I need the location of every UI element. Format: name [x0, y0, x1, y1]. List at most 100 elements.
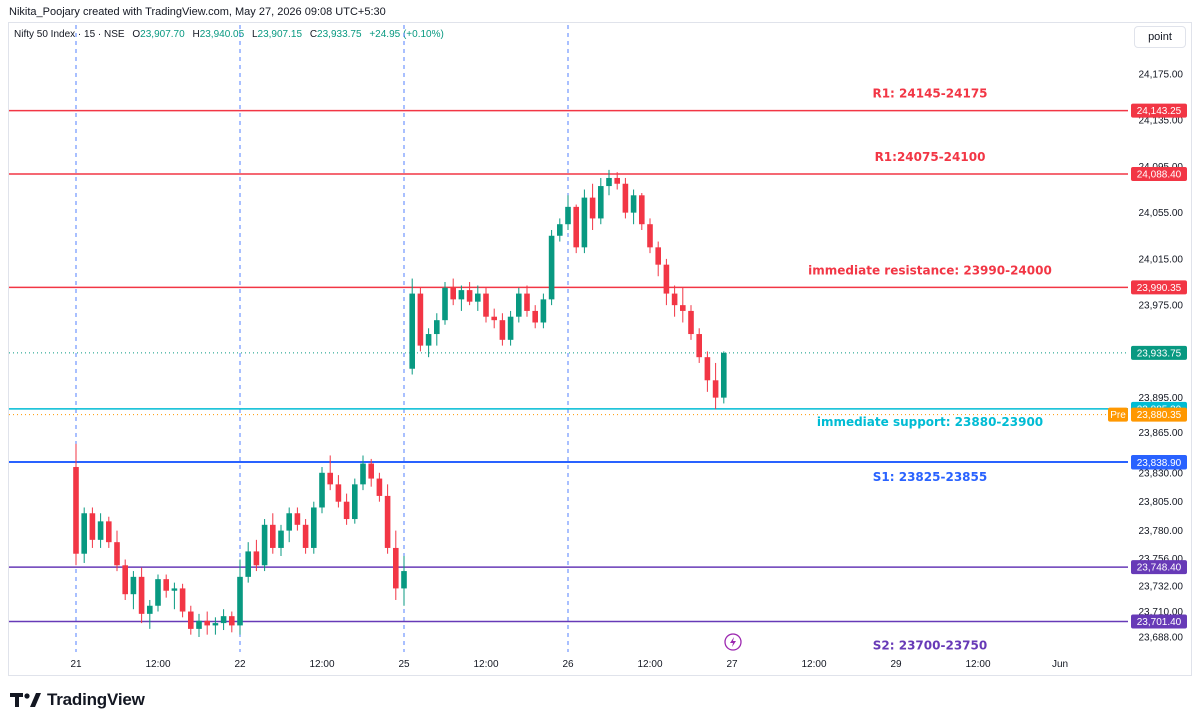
- pre-market-price-tag-bg: [1131, 407, 1187, 422]
- level-price-tag: 24,143.25: [1137, 106, 1182, 117]
- candle: [270, 513, 276, 554]
- level-price-tag-bg: [1131, 455, 1187, 470]
- y-tick-label: 24,055.00: [1139, 208, 1184, 219]
- candle-body: [680, 305, 686, 311]
- legend-change: +24.95 (+0.10%): [369, 29, 444, 40]
- level-price-tag: 24,088.40: [1137, 170, 1182, 181]
- candle: [89, 507, 96, 548]
- candle-body: [220, 616, 227, 624]
- candle: [442, 282, 448, 325]
- candle-body: [516, 293, 522, 317]
- price-scale-mode-button[interactable]: point: [1134, 26, 1186, 48]
- candle: [278, 524, 284, 557]
- y-tick-label: 23,805.00: [1139, 497, 1184, 508]
- time-axis[interactable]: 21 12:00 22 12:00 25 12:00 26 12:00 27 12:00 29 12:…: [70, 659, 1068, 670]
- candle-body: [417, 293, 424, 346]
- candle-body: [639, 195, 645, 225]
- candle: [261, 519, 268, 572]
- candle-body: [565, 206, 571, 225]
- candle: [655, 241, 661, 277]
- event-marker[interactable]: [724, 633, 742, 651]
- candle: [138, 567, 145, 624]
- lightning-icon: [730, 637, 736, 647]
- candle: [245, 542, 251, 583]
- candle: [106, 516, 112, 548]
- candle: [73, 443, 79, 566]
- candle: [573, 204, 579, 254]
- level-price-tag: 23,990.35: [1137, 283, 1182, 294]
- candle: [237, 559, 243, 635]
- candle: [475, 285, 481, 311]
- candle-body: [302, 524, 309, 548]
- candle-body: [138, 576, 145, 614]
- y-tick-label: 23,830.00: [1139, 468, 1184, 479]
- candle: [516, 287, 522, 323]
- candle-body: [352, 484, 358, 520]
- legend-close-label: C: [309, 29, 318, 40]
- horizontal-levels: R1: 24145-24175 R1:24075-24100 immediate r…: [9, 87, 1128, 652]
- candle: [581, 189, 588, 254]
- level-price-tag-bg: [1131, 167, 1187, 182]
- tradingview-logo-icon: [10, 693, 41, 707]
- y-tick-label: 23,732.00: [1139, 582, 1184, 593]
- candle: [171, 582, 178, 610]
- candle: [557, 218, 563, 242]
- candle-body: [475, 293, 481, 302]
- candle-body: [196, 620, 202, 629]
- candle-body: [335, 484, 342, 502]
- legend-low-label: L: [251, 29, 258, 40]
- candle: [614, 172, 620, 190]
- candle: [450, 278, 456, 306]
- candle-body: [524, 293, 530, 311]
- candle: [434, 313, 440, 346]
- x-tick-label: 21: [70, 659, 82, 670]
- level-annotation: R1:24075-24100: [875, 150, 986, 164]
- candle-body: [532, 310, 538, 323]
- candle: [360, 455, 366, 491]
- candle: [565, 195, 571, 230]
- candle: [466, 282, 473, 306]
- candle-body: [97, 521, 104, 540]
- candle-body: [319, 472, 325, 508]
- level-annotation: S2: 23700-23750: [873, 638, 987, 652]
- candle: [606, 169, 612, 196]
- candle-body: [573, 206, 579, 248]
- candle: [671, 285, 678, 317]
- candle: [294, 507, 301, 531]
- candle-body: [491, 316, 497, 321]
- candle-body: [376, 478, 383, 496]
- candle: [622, 177, 629, 219]
- candle-body: [589, 197, 596, 219]
- candle-body: [130, 576, 137, 595]
- candle-body: [540, 299, 547, 323]
- candle: [122, 559, 128, 600]
- price-chart[interactable]: R1: 24145-24175 R1:24075-24100 immediate r…: [0, 0, 1200, 690]
- candle: [327, 455, 333, 491]
- candles: [73, 169, 727, 637]
- price-tags: 24,143.2524,088.4023,990.3523,885.3023,8…: [1108, 103, 1187, 629]
- candle-body: [557, 224, 563, 236]
- candle-body: [204, 620, 210, 626]
- legend-symbol: Nifty 50 Index · 15 · NSE: [14, 29, 125, 40]
- legend-low-value: 23,907.15: [257, 29, 303, 40]
- candle: [81, 507, 87, 563]
- candle-body: [483, 293, 489, 317]
- y-tick-label: 24,015.00: [1139, 254, 1184, 265]
- candle-body: [688, 310, 694, 335]
- candle: [540, 293, 547, 329]
- candle: [704, 351, 711, 392]
- candle-body: [360, 463, 366, 485]
- x-tick-label: 26: [562, 659, 574, 670]
- candle: [376, 472, 383, 502]
- candle: [507, 310, 514, 346]
- candle-body: [507, 316, 514, 340]
- candle: [680, 287, 686, 323]
- legend-close-value: 23,933.75: [317, 29, 362, 40]
- candle-body: [286, 513, 292, 531]
- x-tick-label: 12:00: [801, 659, 826, 670]
- legend-open-value: 23,907.70: [140, 29, 185, 40]
- x-tick-label: 25: [398, 659, 410, 670]
- candle-body: [81, 513, 87, 554]
- candle-body: [450, 287, 456, 300]
- level-annotation: immediate support: 23880-23900: [817, 415, 1043, 429]
